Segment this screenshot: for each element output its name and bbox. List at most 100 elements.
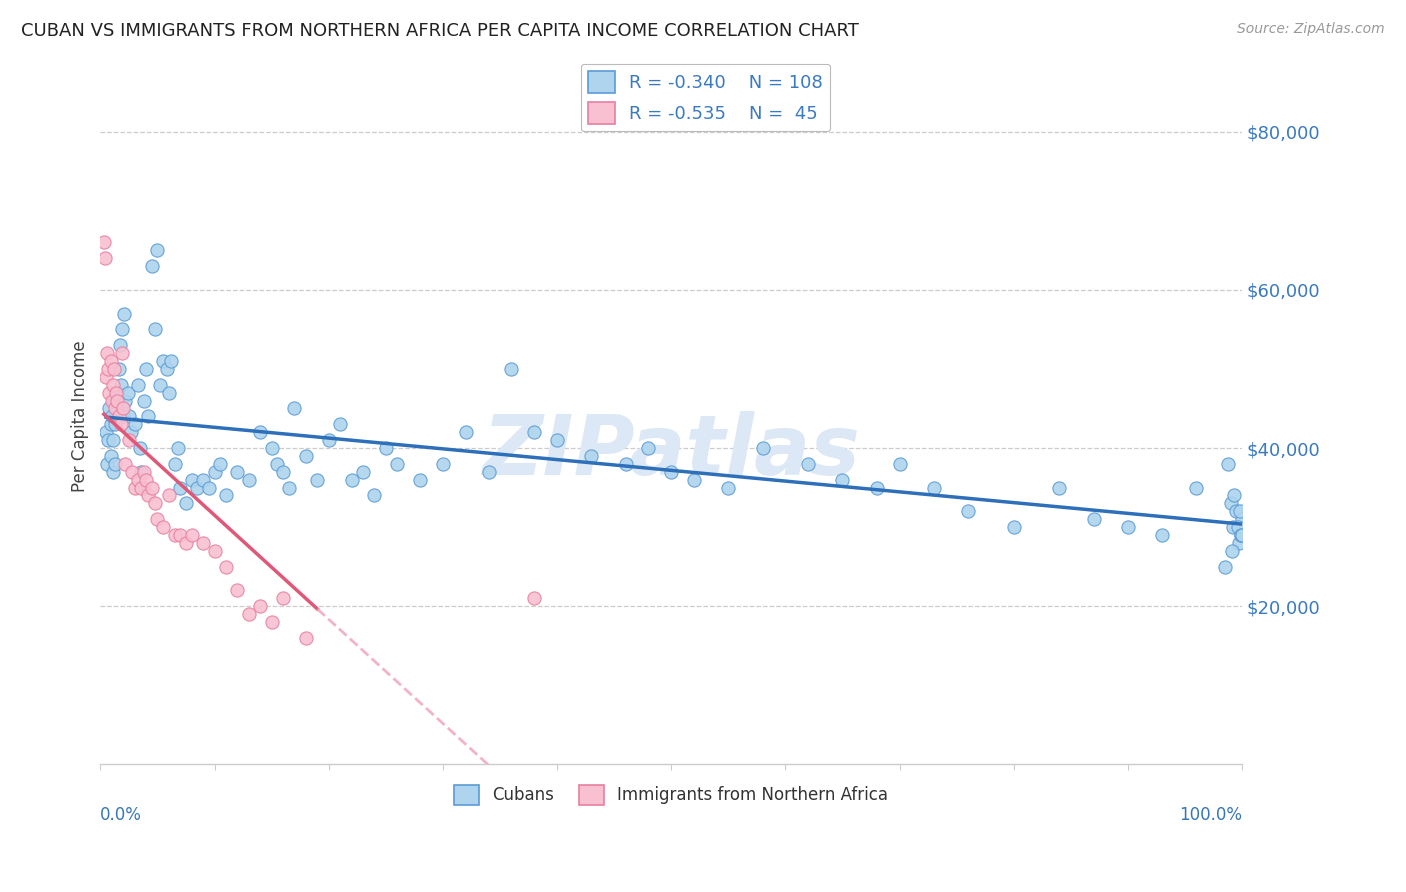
Point [120,425,142,440]
Point [112,409,135,424]
Text: ZIPatlas: ZIPatlas [482,410,860,491]
Point [107,385,129,400]
Point [157,385,180,400]
Point [112,307,135,321]
Point [121,465,143,479]
Point [637,441,659,455]
Point [432,457,454,471]
Point [751,441,773,455]
Legend: Cubans, Immigrants from Northern Africa: Cubans, Immigrants from Northern Africa [447,778,896,812]
Point [96,346,118,360]
Point [94,425,117,440]
Point [149,377,172,392]
Point [889,457,911,471]
Point [163,457,186,471]
Point [100,354,122,368]
Point [295,449,318,463]
Point [112,401,135,416]
Point [271,591,294,606]
Point [100,409,122,424]
Point [226,583,249,598]
Text: Source: ZipAtlas.com: Source: ZipAtlas.com [1237,22,1385,37]
Point [132,465,155,479]
Point [363,488,385,502]
Point [454,425,477,440]
Point [260,615,283,629]
Point [98,385,121,400]
Point [117,385,139,400]
Point [1047,481,1070,495]
Point [107,362,129,376]
Point [110,377,132,392]
Point [1218,457,1240,471]
Point [1226,520,1249,534]
Point [204,465,226,479]
Point [136,409,159,424]
Point [110,417,132,432]
Point [97,362,120,376]
Point [266,457,288,471]
Point [101,433,124,447]
Point [352,465,374,479]
Point [160,354,183,368]
Point [1002,520,1025,534]
Point [374,441,396,455]
Point [103,393,125,408]
Point [1152,528,1174,542]
Point [98,401,121,416]
Point [614,457,637,471]
Point [174,496,197,510]
Point [1219,496,1241,510]
Point [659,465,682,479]
Point [131,481,153,495]
Point [94,369,117,384]
Point [96,457,118,471]
Point [409,473,432,487]
Point [1227,536,1250,550]
Point [1213,559,1236,574]
Text: 100.0%: 100.0% [1180,806,1241,824]
Point [1116,520,1139,534]
Point [141,481,163,495]
Point [238,607,260,621]
Point [103,362,125,376]
Point [97,433,120,447]
Point [101,465,124,479]
Point [523,591,546,606]
Point [1223,488,1246,502]
Point [215,488,238,502]
Point [146,244,169,258]
Point [209,457,232,471]
Point [94,252,117,266]
Point [105,401,128,416]
Point [104,401,127,416]
Point [93,235,115,250]
Point [167,441,190,455]
Point [169,481,191,495]
Point [546,433,568,447]
Point [191,536,214,550]
Point [260,441,283,455]
Point [271,465,294,479]
Point [104,417,127,432]
Point [186,481,208,495]
Point [581,449,603,463]
Point [1185,481,1208,495]
Point [114,393,136,408]
Point [238,473,260,487]
Point [152,520,174,534]
Point [957,504,980,518]
Point [683,473,706,487]
Point [831,473,853,487]
Point [1083,512,1105,526]
Point [523,425,546,440]
Point [131,465,153,479]
Point [226,465,249,479]
Point [277,481,299,495]
Point [1230,512,1253,526]
Point [191,473,214,487]
Point [155,362,177,376]
Y-axis label: Per Capita Income: Per Capita Income [72,341,89,492]
Point [318,433,340,447]
Point [124,417,146,432]
